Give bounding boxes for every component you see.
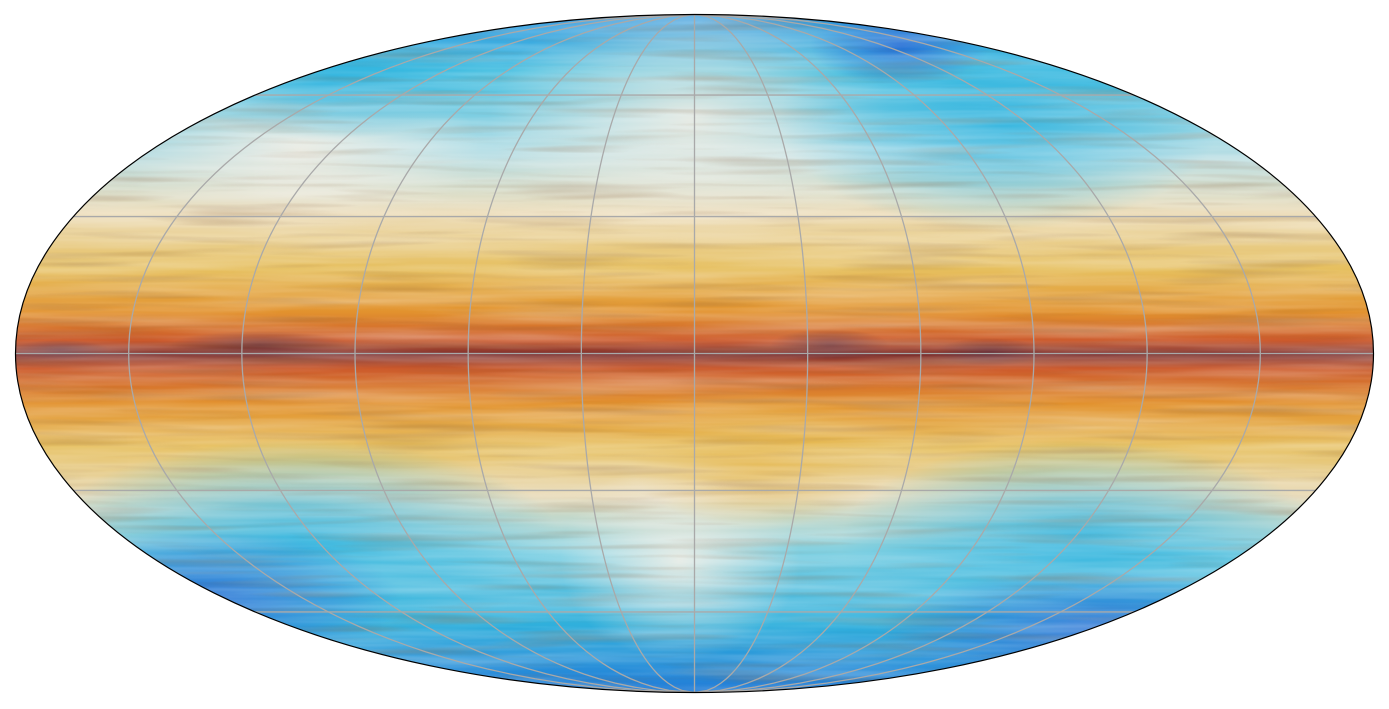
meridian-30 [694, 14, 809, 693]
meridian--150 [128, 14, 695, 693]
meridian-60 [694, 14, 922, 693]
meridian--90 [354, 14, 695, 693]
map-outline [14, 13, 1375, 694]
meridian-120 [694, 14, 1148, 693]
meridian-90 [694, 14, 1035, 693]
meridian-150 [694, 14, 1261, 693]
meridian--30 [580, 14, 695, 693]
meridian--120 [241, 14, 695, 693]
meridian--60 [467, 14, 695, 693]
graticule [15, 14, 1374, 693]
